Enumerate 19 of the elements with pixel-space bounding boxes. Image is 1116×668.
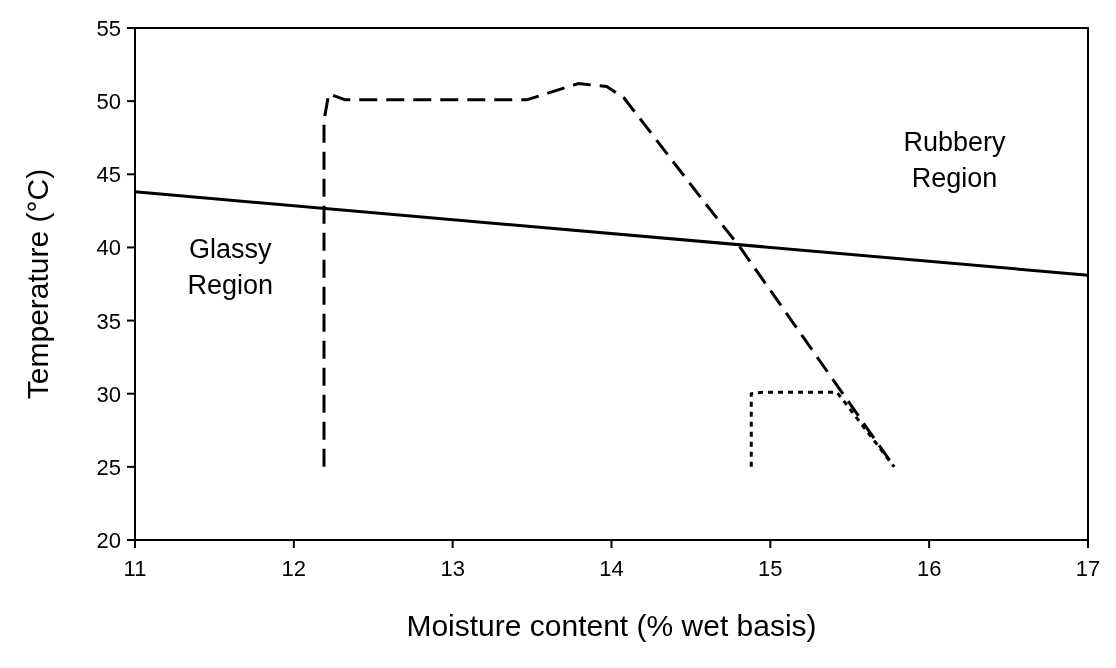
y-tick-label: 55 [96,16,121,41]
x-tick-label: 12 [281,556,307,581]
y-tick-label: 40 [96,235,121,261]
y-tick-label: 30 [96,381,121,407]
x-tick-label: 13 [440,556,465,581]
x-axis-title: Moisture content (% wet basis) [406,609,817,642]
y-tick-label: 50 [96,89,121,115]
y-tick-label: 20 [96,528,121,553]
x-tick-label: 16 [916,556,942,581]
annotation: Rubbery Region [903,126,1007,193]
annotation: Glassy Region [187,234,274,301]
y-tick-label: 25 [96,454,121,480]
x-tick-label: 17 [1075,556,1101,581]
x-tick-label: 11 [123,556,147,581]
y-tick-label: 35 [96,308,121,334]
y-axis-title: Temperature (°C) [21,168,54,400]
y-tick-label: 45 [96,162,121,188]
x-tick-label: 15 [758,556,783,581]
x-tick-label: 14 [599,556,624,581]
